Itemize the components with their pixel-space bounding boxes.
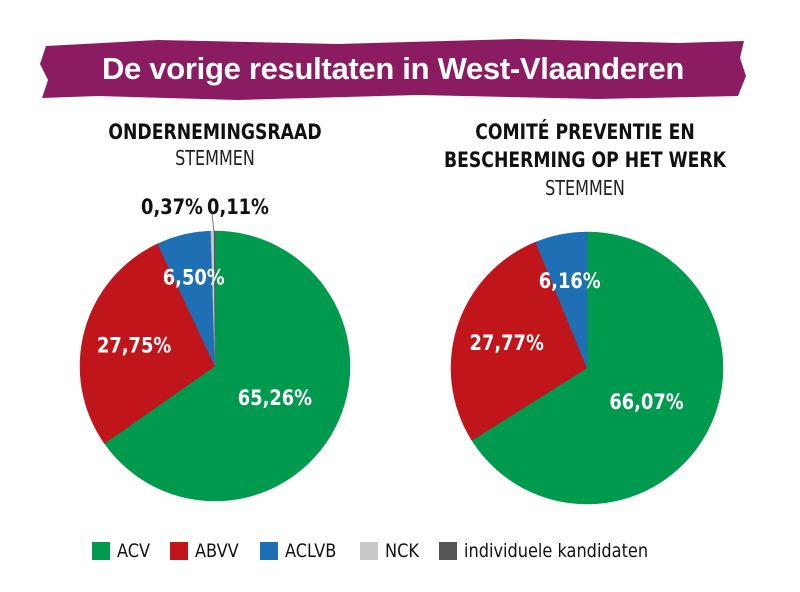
data-label-abvv: 27,75% xyxy=(97,333,171,358)
banner-brush-shape xyxy=(40,39,746,100)
legend-item-aclvb: ACLVB xyxy=(260,540,345,562)
data-label-nck: 0,37% xyxy=(141,195,203,220)
legend-item-individuele-kandidaten: individuele kandidaten xyxy=(438,540,681,562)
pie-chart-comite-preventie: 66,07% 27,77% 6,16% xyxy=(450,231,724,505)
data-label-acv: 65,26% xyxy=(238,386,312,411)
chart2-title-line2: BESCHERMING OP HET WERK xyxy=(444,148,726,172)
data-label-aclvb: 6,16% xyxy=(539,269,601,294)
pie-slice-acv xyxy=(471,231,724,505)
legend-label-individuele-kandidaten: individuele kandidaten xyxy=(463,540,648,562)
data-label-acv: 66,07% xyxy=(609,390,683,415)
legend-label-acv: ACV xyxy=(117,540,151,562)
leader-line xyxy=(211,213,215,233)
pie-slice-aclvb xyxy=(535,231,588,369)
page-title: De vorige resultaten in West-Vlaanderen xyxy=(101,51,685,86)
data-label-individuele-kandidaten: 0,11% xyxy=(207,195,269,220)
data-label-aclvb: 6,50% xyxy=(163,265,225,290)
legend-swatch-individuele-kandidaten xyxy=(438,542,457,560)
legend: ACV ABVV ACLVB NCK individuele kandidaten xyxy=(92,539,680,563)
pie-slice-abvv xyxy=(79,243,216,444)
pie-slice-abvv xyxy=(450,241,588,441)
chart2-title-line1: COMITÉ PREVENTIE EN xyxy=(475,120,695,144)
legend-item-nck: NCK xyxy=(359,540,425,562)
chart1-title: ONDERNEMINGSRAAD xyxy=(108,120,322,144)
title-banner: De vorige resultaten in West-Vlaanderen xyxy=(38,36,748,102)
chart2-title: COMITÉ PREVENTIE EN BESCHERMING OP HET W… xyxy=(442,118,729,174)
legend-swatch-aclvb xyxy=(260,542,279,560)
legend-item-acv: ACV xyxy=(92,540,156,562)
chart2-subtitle: STEMMEN xyxy=(545,176,625,200)
legend-swatch-nck xyxy=(359,542,378,560)
legend-label-abvv: ABVV xyxy=(194,540,239,562)
legend-label-aclvb: ACLVB xyxy=(285,540,337,562)
legend-swatch-abvv xyxy=(169,542,188,560)
data-label-abvv: 27,77% xyxy=(470,331,544,356)
legend-item-abvv: ABVV xyxy=(169,540,246,562)
chart1-subtitle: STEMMEN xyxy=(175,146,255,170)
pie-slice-acv xyxy=(104,230,351,502)
legend-label-nck: NCK xyxy=(384,540,419,562)
legend-swatch-acv xyxy=(92,542,110,560)
pie-chart-ondernemingsraad: 65,26% 27,75% 6,50% 0,37% 0,11% xyxy=(79,195,351,502)
